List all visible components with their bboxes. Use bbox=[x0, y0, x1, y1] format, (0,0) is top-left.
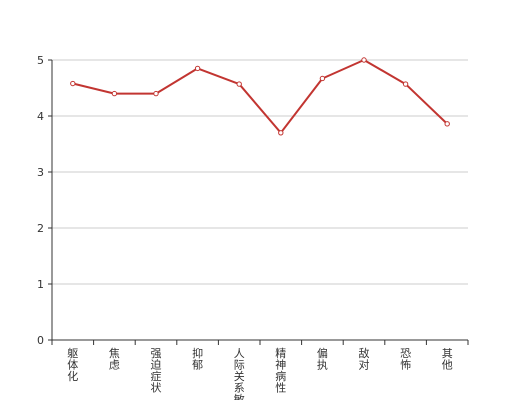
x-category-label: 人际关系敏感 bbox=[234, 347, 245, 400]
series-line bbox=[72, 59, 448, 134]
data-points bbox=[70, 57, 450, 136]
data-point bbox=[319, 75, 326, 82]
y-tick-label: 4 bbox=[37, 110, 44, 123]
y-tick-label: 1 bbox=[37, 278, 44, 291]
x-axis-category-labels: 躯体化 焦虑 强迫症状 抑郁 人际关系敏感 精神病性 偏执 敌对 恐怖 其他 bbox=[67, 346, 452, 400]
x-category-label: 偏执 bbox=[317, 346, 328, 372]
data-point bbox=[402, 81, 409, 87]
data-point bbox=[361, 57, 367, 63]
x-category-label: 焦虑 bbox=[109, 347, 120, 372]
y-tick-label: 5 bbox=[37, 54, 44, 67]
x-category-label: 其他 bbox=[442, 347, 453, 372]
data-point bbox=[70, 80, 76, 87]
y-tick-label: 2 bbox=[37, 222, 44, 235]
data-point bbox=[444, 121, 450, 127]
x-category-label: 敌对 bbox=[359, 346, 370, 372]
x-category-label: 强迫症状 bbox=[151, 347, 162, 395]
y-tick-label: 3 bbox=[37, 166, 44, 179]
x-category-label: 躯体化 bbox=[67, 347, 78, 383]
data-point bbox=[111, 90, 118, 97]
data-point bbox=[278, 130, 284, 136]
data-point bbox=[236, 81, 242, 87]
y-tick-label: 0 bbox=[37, 334, 44, 347]
data-point bbox=[194, 65, 201, 72]
x-axis-ticks bbox=[51, 340, 469, 345]
data-point bbox=[153, 90, 159, 97]
grid-lines bbox=[52, 59, 468, 285]
x-category-label: 精神病性 bbox=[275, 347, 286, 395]
y-axis-tick-labels: 0 1 2 3 4 5 bbox=[37, 54, 52, 347]
x-category-label: 恐怖 bbox=[400, 347, 411, 372]
x-category-label: 抑郁 bbox=[192, 346, 203, 372]
